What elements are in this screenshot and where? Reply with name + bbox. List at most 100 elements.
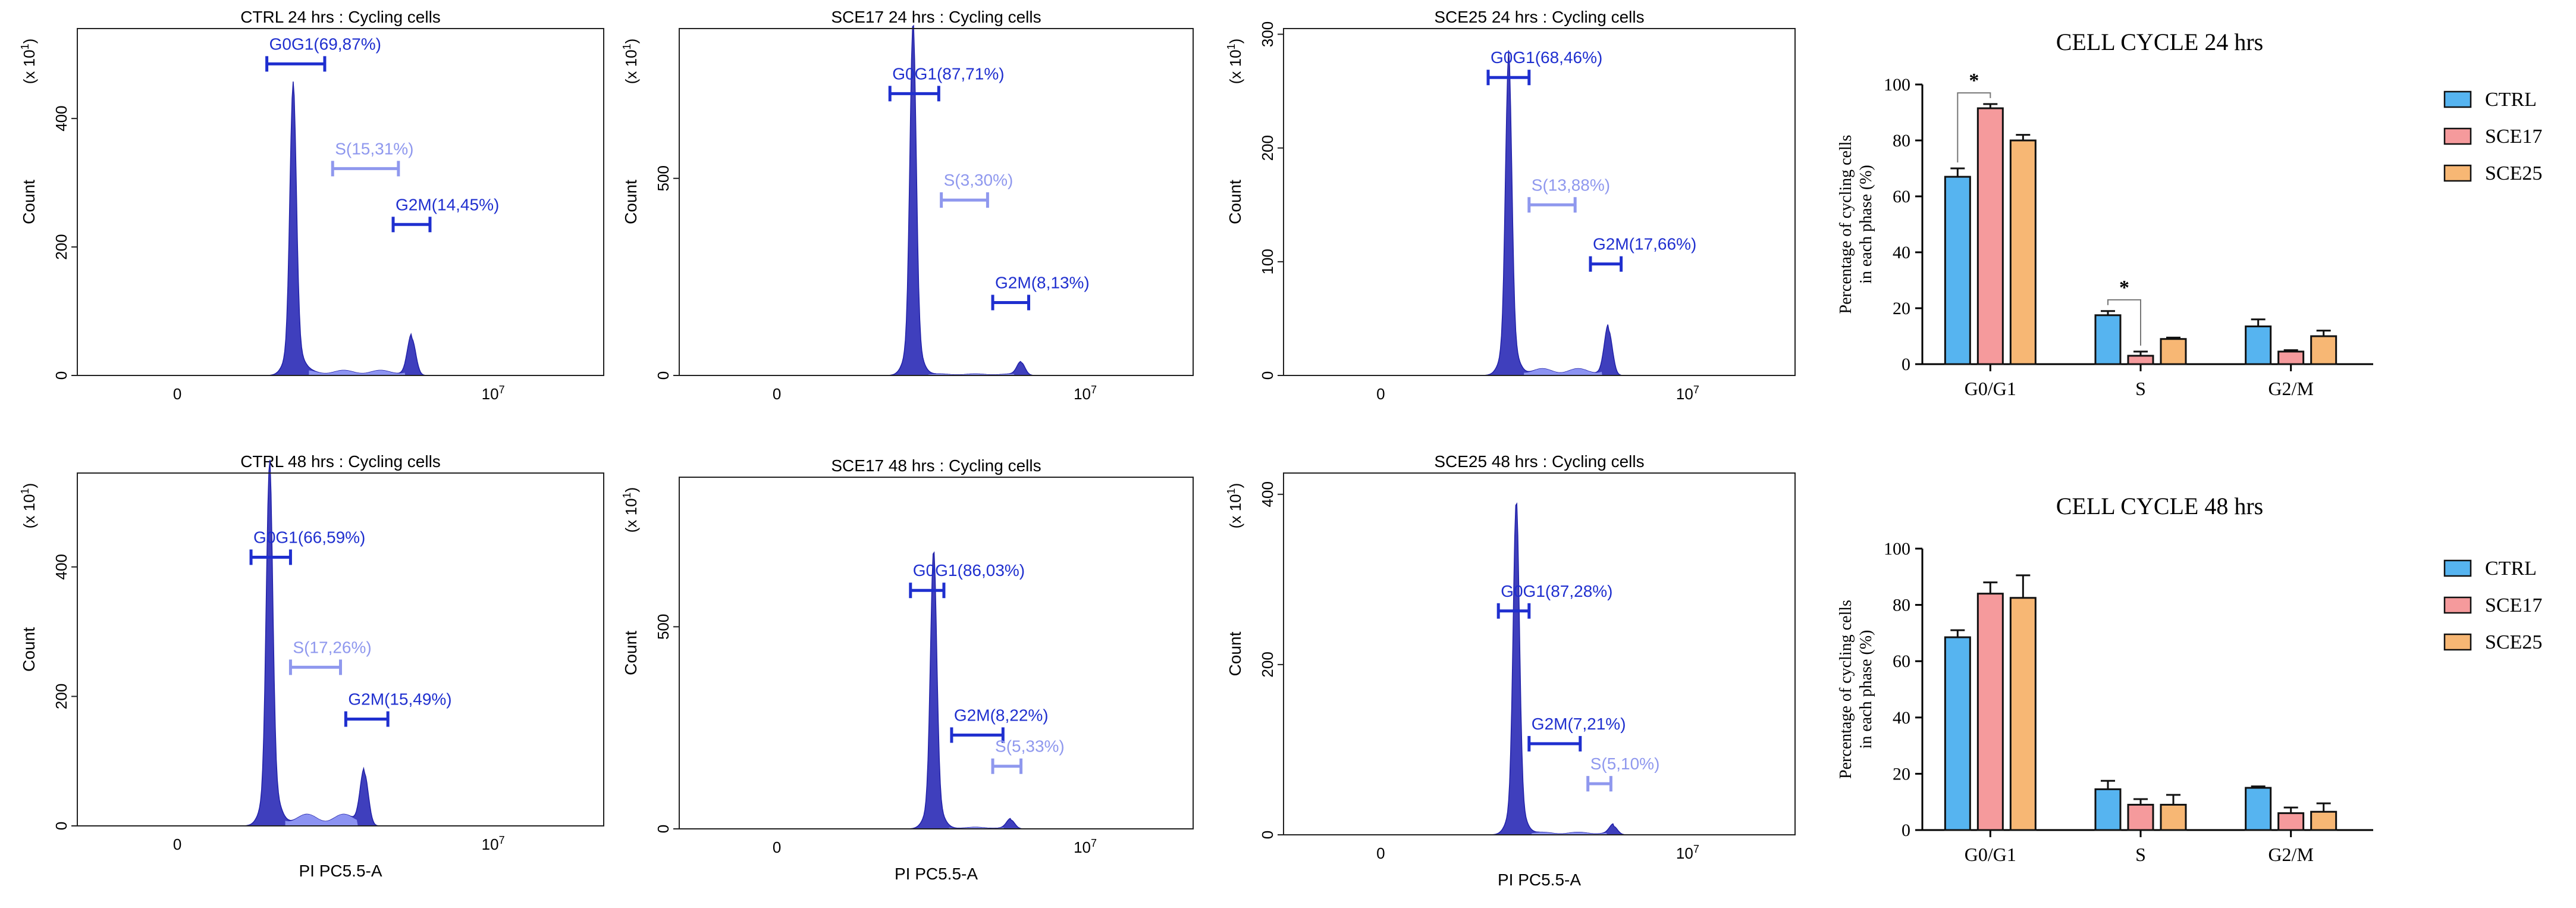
legend-label: SCE17 (2485, 594, 2542, 616)
legend-item: SCE25 (2443, 162, 2542, 184)
bar-chart: CELL CYCLE 24 hrs 0 20 40 60 80 100 Percentage … (1837, 29, 2542, 399)
y-tick-label: 200 (1259, 652, 1276, 677)
s-phase-area (1524, 368, 1602, 375)
gate-marker: G2M(8,13%) (991, 273, 1090, 311)
category-label: G2/M (2268, 378, 2313, 399)
histogram-panel: CTRL 24 hrs : Cycling cells 0 200 400 Count (… (19, 8, 604, 403)
category-label: G0/G1 (1965, 844, 2016, 865)
x-tick-label: 0 (1376, 844, 1385, 862)
bar-sce25-s (2160, 803, 2187, 831)
histogram-panel: SCE17 48 hrs : Cycling cells 0 500 Count (x … (621, 456, 1194, 883)
gate-label: G0G1(66,59%) (253, 528, 365, 546)
bar-sce17-g2m (2277, 350, 2305, 365)
y-axis-label: Percentage of cycling cells (1837, 600, 1855, 779)
y-tick-label: 40 (1893, 243, 1910, 262)
y-axis-label: Count (622, 631, 640, 675)
bar-ctrl-g0g1 (1944, 636, 1971, 831)
scale-exponent: 1 (621, 43, 633, 49)
bar-chart-title: CELL CYCLE 48 hrs (2056, 493, 2264, 519)
histogram-title: CTRL 24 hrs : Cycling cells (240, 8, 441, 26)
bar-sce25-g2m (2310, 335, 2337, 365)
y-scale-factor: (x 101) (1225, 483, 1244, 529)
gate-marker: S(17,26%) (288, 638, 372, 675)
legend-swatch (2443, 633, 2472, 651)
tick-base: 10 (1676, 385, 1693, 403)
gate-marker: G0G1(86,03%) (909, 561, 1025, 599)
gate-label: S(5,10%) (1590, 754, 1660, 773)
histogram-title: SCE25 48 hrs : Cycling cells (1434, 452, 1644, 471)
y-axis-label: Count (20, 180, 38, 224)
legend-swatch (2443, 90, 2472, 108)
y-tick-label: 400 (52, 554, 70, 580)
x-tick-label: 107 (1074, 837, 1097, 856)
bracket-line (2107, 299, 2141, 346)
scale-base: (x 10 (1226, 49, 1244, 84)
y-tick-label: 0 (654, 371, 672, 380)
gate-marker: G2M(7,21%) (1527, 715, 1626, 752)
y-tick-label: 500 (654, 614, 672, 640)
legend-swatch (2443, 596, 2472, 614)
y-tick-label: 20 (1893, 299, 1910, 318)
gate-marker: G0G1(87,28%) (1496, 582, 1613, 619)
y-tick-label: 0 (52, 822, 70, 830)
x-tick-label: 0 (173, 385, 181, 403)
histogram-title: SCE25 24 hrs : Cycling cells (1434, 8, 1644, 26)
y-tick-label: 40 (1893, 708, 1910, 728)
histogram-area (1284, 50, 1795, 376)
significance-bracket: * (1957, 70, 1991, 162)
category-label: S (2135, 378, 2146, 399)
y-tick-label: 80 (1893, 131, 1910, 151)
legend-item: SCE25 (2443, 631, 2542, 653)
y-scale-factor: (x 101) (621, 487, 640, 533)
scale-base: (x 10 (622, 49, 640, 84)
y-tick-label: 100 (1884, 539, 1910, 559)
gate-label: S(3,30%) (944, 171, 1014, 189)
bar-chart: CELL CYCLE 48 hrs 0 20 40 60 80 100 Percentage … (1837, 493, 2542, 865)
bar-ctrl-s (2094, 314, 2122, 365)
gate-label: G2M(15,49%) (348, 690, 451, 708)
y-axis-label: Count (622, 180, 640, 224)
gate-label: S(5,33%) (995, 737, 1065, 756)
tick-base: 10 (1676, 844, 1693, 862)
tick-base: 10 (1074, 385, 1091, 403)
bar-sce17-g2m (2277, 812, 2305, 831)
histogram-area (1284, 502, 1795, 835)
scale-exponent: 1 (621, 492, 633, 498)
x-tick-label: 107 (1074, 384, 1097, 403)
bar-sce17-s (2127, 803, 2154, 831)
gate-label: G2M(17,66%) (1593, 235, 1696, 253)
gate-label: G0G1(68,46%) (1491, 48, 1602, 67)
gate-label: G2M(7,21%) (1532, 715, 1626, 733)
gate-label: S(15,31%) (335, 139, 413, 158)
legend-item: CTRL (2443, 558, 2537, 580)
gate-marker: G0G1(69,87%) (265, 35, 381, 72)
x-axis-label: PI PC5.5-A (299, 862, 382, 880)
y-tick-label: 100 (1259, 249, 1276, 274)
category-label: G2/M (2268, 844, 2313, 865)
y-axis-label: Count (20, 627, 38, 672)
histogram-title: SCE17 24 hrs : Cycling cells (831, 8, 1041, 26)
gate-label: S(17,26%) (293, 638, 371, 656)
tick-exponent: 7 (499, 384, 505, 396)
gate-marker: G0G1(66,59%) (249, 528, 365, 565)
y-tick-label: 200 (52, 684, 70, 709)
histogram-area (679, 551, 1193, 829)
scale-base: (x 10 (1226, 494, 1244, 528)
tick-exponent: 7 (1091, 384, 1097, 396)
bar-sce17-s (2127, 355, 2154, 365)
plot-frame (1283, 28, 1796, 376)
gate-label: G2M(14,45%) (396, 195, 499, 214)
bar-sce17-g0g1 (1976, 593, 2004, 831)
scale-exponent: 1 (1225, 488, 1237, 494)
plot-frame (77, 472, 604, 826)
gate-marker: G0G1(87,71%) (888, 64, 1005, 102)
histogram-area (77, 82, 604, 376)
y-axis-label: in each phase (%) (1857, 165, 1875, 284)
bar-ctrl-s (2094, 788, 2122, 831)
scale-close: ) (1226, 483, 1244, 489)
x-axis-label: PI PC5.5-A (895, 865, 978, 883)
scale-base: (x 10 (20, 494, 38, 528)
y-tick-label: 20 (1893, 764, 1910, 784)
y-scale-factor: (x 101) (19, 483, 38, 529)
